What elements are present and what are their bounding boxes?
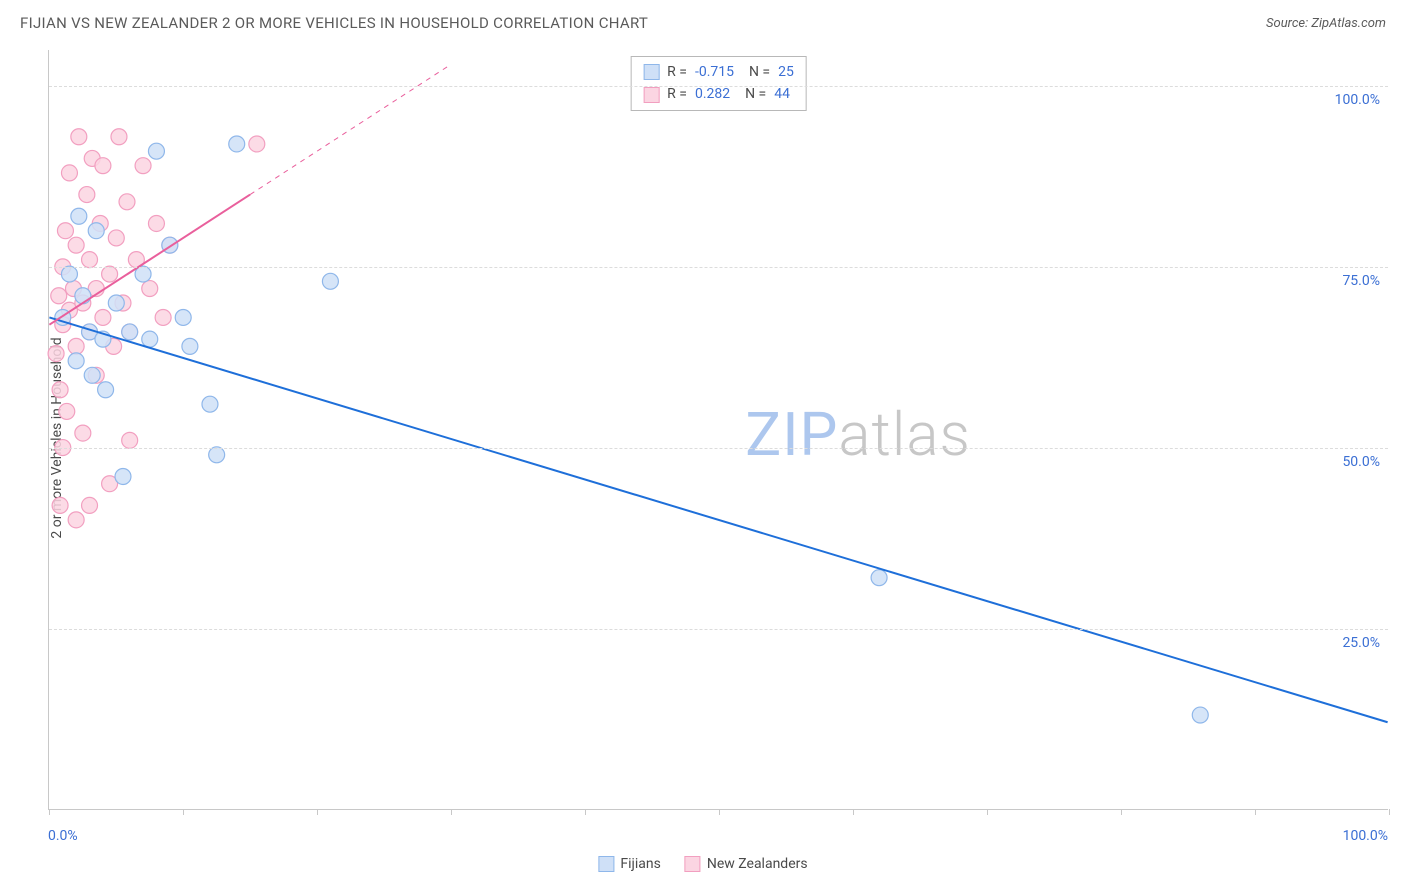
gridline-h (49, 448, 1388, 449)
x-tick (451, 809, 452, 815)
legend-item-fijians: Fijians (598, 856, 660, 872)
source-label: Source: ZipAtlas.com (1266, 16, 1386, 31)
n-value-fijians: 25 (778, 61, 794, 83)
chart-plot-area: 2 or more Vehicles in Household R = -0.7… (48, 50, 1388, 810)
gridline-h (49, 267, 1388, 268)
x-tick (183, 809, 184, 815)
correlation-stats-box: R = -0.715 N = 25 R = 0.282 N = 44 (630, 56, 807, 111)
x-tick (585, 809, 586, 815)
legend-swatch-newzealanders (685, 856, 701, 872)
x-tick (49, 809, 50, 815)
scatter-plot-svg (49, 50, 1388, 809)
x-tick-100: 100.0% (1343, 828, 1388, 844)
n-label: N = (742, 61, 770, 83)
chart-header: FIJIAN VS NEW ZEALANDER 2 OR MORE VEHICL… (0, 0, 1406, 40)
x-tick-0: 0.0% (48, 828, 78, 844)
x-tick (853, 809, 854, 815)
swatch-newzealanders (643, 87, 659, 103)
y-tick-label: 50.0% (1342, 454, 1380, 470)
x-tick (1389, 809, 1390, 815)
legend-label-fijians: Fijians (620, 856, 660, 872)
gridline-h (49, 86, 1388, 87)
legend-label-newzealanders: New Zealanders (707, 856, 808, 872)
r-label: R = (667, 61, 687, 83)
swatch-fijians (643, 64, 659, 80)
chart-title: FIJIAN VS NEW ZEALANDER 2 OR MORE VEHICL… (20, 14, 648, 32)
gridline-h (49, 629, 1388, 630)
x-tick (1255, 809, 1256, 815)
r-value-fijians: -0.715 (695, 61, 734, 83)
x-tick (719, 809, 720, 815)
x-tick (1121, 809, 1122, 815)
x-tick (317, 809, 318, 815)
x-tick (987, 809, 988, 815)
y-tick-label: 75.0% (1342, 273, 1380, 289)
stats-row-fijians: R = -0.715 N = 25 (643, 61, 794, 83)
legend-swatch-fijians (598, 856, 614, 872)
y-tick-label: 100.0% (1335, 92, 1380, 108)
legend-item-newzealanders: New Zealanders (685, 856, 808, 872)
legend: Fijians New Zealanders (598, 856, 807, 872)
y-tick-label: 25.0% (1342, 635, 1380, 651)
